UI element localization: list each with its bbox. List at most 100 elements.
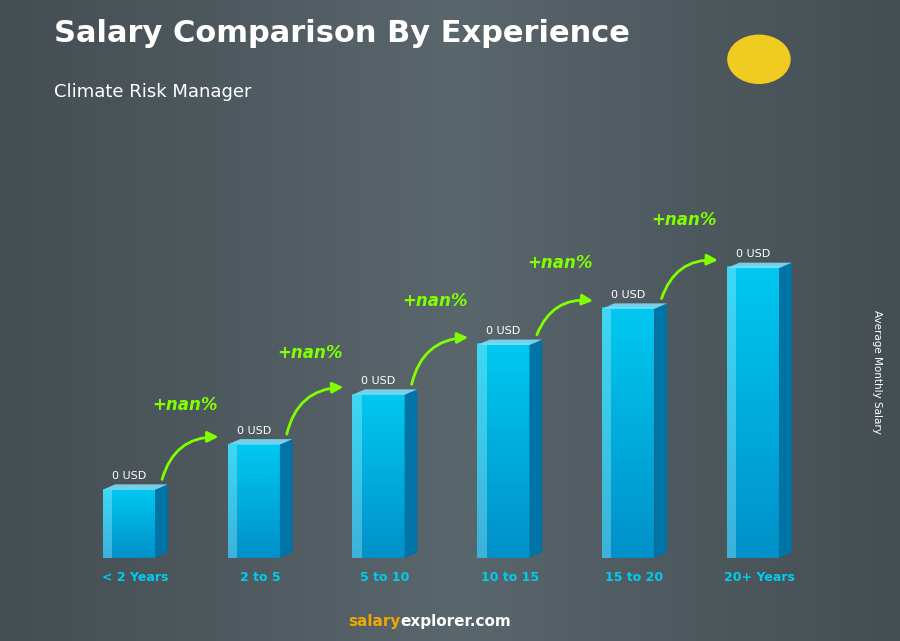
Bar bbox=[602, 363, 654, 367]
Bar bbox=[477, 462, 529, 465]
Bar bbox=[103, 555, 155, 556]
Bar bbox=[477, 400, 529, 403]
Bar bbox=[103, 527, 155, 528]
Bar bbox=[602, 320, 654, 323]
Bar bbox=[477, 381, 529, 384]
Bar bbox=[477, 416, 529, 419]
Bar bbox=[103, 490, 155, 491]
Bar bbox=[602, 537, 654, 540]
Bar bbox=[228, 491, 280, 493]
Bar bbox=[228, 529, 280, 531]
Bar bbox=[228, 454, 280, 456]
Bar bbox=[602, 317, 654, 320]
Bar bbox=[353, 536, 405, 538]
Bar bbox=[353, 490, 405, 493]
Bar bbox=[477, 345, 487, 558]
Text: 2 to 5: 2 to 5 bbox=[239, 571, 280, 584]
Bar bbox=[353, 397, 405, 400]
Bar bbox=[103, 524, 155, 526]
Bar bbox=[602, 455, 654, 459]
Bar bbox=[103, 501, 155, 502]
Bar bbox=[228, 503, 280, 504]
Text: salary: salary bbox=[348, 615, 400, 629]
Bar bbox=[602, 549, 654, 553]
Bar bbox=[353, 462, 405, 464]
Bar bbox=[602, 512, 654, 515]
Bar bbox=[477, 354, 529, 357]
Text: Average Monthly Salary: Average Monthly Salary bbox=[872, 310, 883, 434]
Bar bbox=[353, 478, 405, 481]
Polygon shape bbox=[727, 263, 792, 268]
Bar bbox=[727, 417, 779, 420]
Bar bbox=[228, 481, 280, 483]
Bar bbox=[228, 485, 280, 487]
Bar bbox=[727, 354, 779, 358]
Bar bbox=[602, 354, 654, 358]
Bar bbox=[353, 480, 405, 483]
Bar bbox=[228, 499, 280, 501]
Bar bbox=[477, 429, 529, 433]
Bar bbox=[103, 547, 155, 549]
Bar bbox=[602, 449, 654, 453]
Bar bbox=[727, 431, 779, 435]
Bar bbox=[727, 288, 779, 292]
Bar bbox=[727, 534, 779, 538]
Bar bbox=[727, 321, 779, 325]
Bar bbox=[727, 310, 779, 314]
Bar bbox=[477, 351, 529, 354]
Bar bbox=[727, 475, 779, 479]
Bar bbox=[477, 438, 529, 441]
Bar bbox=[103, 541, 155, 542]
Bar bbox=[602, 351, 654, 354]
Bar bbox=[353, 395, 362, 558]
Bar bbox=[353, 505, 405, 508]
Bar bbox=[727, 299, 779, 303]
Bar bbox=[353, 517, 405, 520]
Bar bbox=[477, 521, 529, 524]
Bar bbox=[228, 537, 280, 538]
Bar bbox=[602, 524, 654, 528]
Bar bbox=[477, 540, 529, 543]
Bar bbox=[727, 486, 779, 490]
Bar bbox=[477, 373, 529, 376]
Bar bbox=[727, 281, 779, 285]
Bar bbox=[727, 332, 779, 336]
Bar bbox=[602, 496, 654, 499]
Bar bbox=[602, 499, 654, 503]
Bar bbox=[727, 464, 779, 468]
Bar bbox=[228, 541, 280, 543]
Bar bbox=[602, 553, 654, 556]
Bar bbox=[228, 515, 280, 517]
Bar bbox=[727, 541, 779, 545]
Bar bbox=[727, 456, 779, 461]
Bar bbox=[353, 468, 405, 470]
Bar bbox=[477, 537, 529, 540]
Bar bbox=[602, 540, 654, 544]
Polygon shape bbox=[155, 485, 167, 558]
Bar bbox=[727, 442, 779, 446]
Bar bbox=[602, 414, 654, 418]
Bar bbox=[353, 556, 405, 559]
Bar bbox=[228, 497, 280, 499]
Bar bbox=[353, 408, 405, 410]
Bar bbox=[477, 535, 529, 538]
Bar bbox=[477, 456, 529, 460]
Bar bbox=[103, 545, 155, 546]
Bar bbox=[353, 534, 405, 537]
Bar bbox=[477, 492, 529, 495]
Bar bbox=[228, 511, 280, 513]
Bar bbox=[103, 511, 155, 512]
Bar bbox=[103, 519, 155, 520]
Bar bbox=[602, 465, 654, 468]
Bar bbox=[103, 547, 155, 548]
Polygon shape bbox=[103, 485, 167, 490]
Bar bbox=[477, 368, 529, 370]
Bar bbox=[727, 358, 779, 362]
Bar bbox=[727, 303, 779, 307]
Bar bbox=[727, 402, 779, 406]
Bar bbox=[477, 467, 529, 470]
Bar bbox=[602, 433, 654, 437]
Bar bbox=[353, 470, 405, 472]
Polygon shape bbox=[280, 439, 292, 558]
Bar bbox=[727, 343, 779, 347]
